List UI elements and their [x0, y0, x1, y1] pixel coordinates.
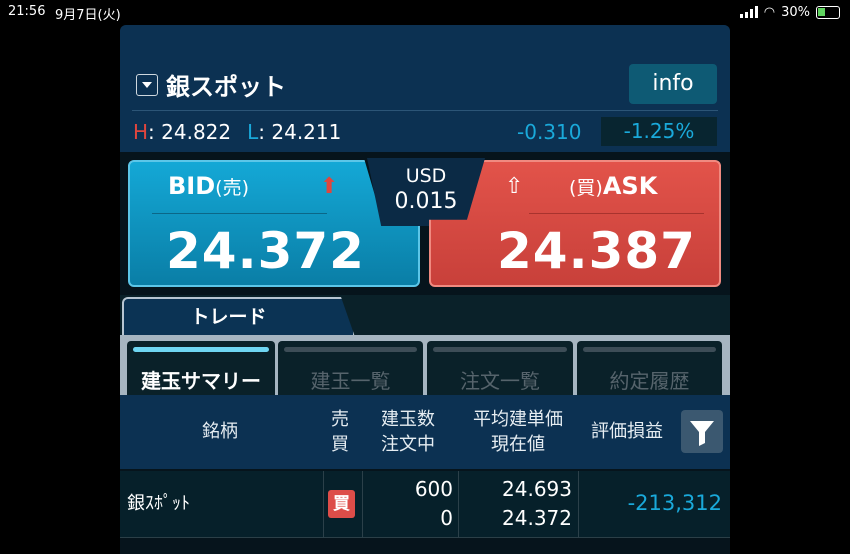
battery-percent: 30% — [781, 4, 810, 20]
tab-position-list[interactable]: 建玉一覧 — [278, 341, 423, 395]
row-symbol: 銀ｽﾎﾟｯﾄ — [127, 493, 190, 514]
row-pending: 0 — [440, 506, 453, 530]
tab-position-summary[interactable]: 建玉サマリー — [127, 341, 275, 395]
high-group: H: 24.822 — [133, 120, 231, 144]
low-group: L: 24.211 — [247, 120, 341, 144]
divider — [132, 110, 718, 111]
tab-order-list[interactable]: 注文一覧 — [427, 341, 573, 395]
low-value: : 24.211 — [258, 120, 342, 144]
signal-icon — [739, 6, 758, 18]
divider — [152, 213, 327, 214]
status-time: 21:56 — [8, 4, 46, 19]
status-date: 9月7日(火) — [55, 8, 121, 23]
table-row[interactable]: 銀ｽﾎﾟｯﾄ 買 600 0 24.693 24.372 -213,312 — [120, 471, 730, 538]
info-button[interactable]: info — [629, 64, 717, 104]
filter-button[interactable] — [681, 410, 723, 453]
trade-panel: 銀スポット info H: 24.822 L: 24.211 -0.310 -1… — [120, 25, 730, 554]
high-label: H — [133, 120, 149, 144]
status-bar: 21:56 9月7日(火) ◠ 30% — [0, 0, 850, 24]
battery-icon — [816, 5, 840, 19]
divider — [529, 213, 704, 214]
spread-value: 0.015 — [394, 189, 458, 214]
low-label: L — [247, 120, 259, 144]
tab-execution-history[interactable]: 約定履歴 — [577, 341, 722, 395]
side-badge: 買 — [328, 490, 355, 518]
table-header: 銘柄 売買 建玉数 注文中 平均建単価 現在値 評価損益 — [120, 395, 730, 469]
header-symbol: 銘柄 — [202, 421, 238, 442]
bid-price: 24.372 — [166, 222, 365, 280]
wifi-icon: ◠ — [763, 4, 776, 20]
spread-currency: USD — [405, 165, 447, 187]
bid-label: BID(売) — [168, 172, 249, 200]
row-quantity: 600 — [414, 477, 453, 501]
filter-icon — [690, 421, 714, 446]
row-avg-price: 24.693 — [502, 477, 572, 501]
header-pl: 評価損益 — [591, 421, 663, 442]
row-pl: -213,312 — [627, 491, 722, 515]
header-side: 売買 — [331, 409, 349, 455]
header-quantity: 建玉数 注文中 — [381, 409, 435, 455]
ask-label: (買)ASK — [569, 172, 658, 200]
change-value: -0.310 — [517, 120, 582, 144]
ask-price: 24.387 — [497, 222, 696, 280]
high-value: : 24.822 — [148, 120, 232, 144]
symbol-dropdown-icon[interactable] — [136, 74, 158, 96]
symbol-header: 銀スポット info H: 24.822 L: 24.211 -0.310 -1… — [120, 25, 730, 152]
up-arrow-icon: ⬆ — [320, 174, 339, 199]
row-current-price: 24.372 — [502, 506, 572, 530]
header-price: 平均建単価 現在値 — [473, 409, 563, 455]
high-low-row: H: 24.822 L: 24.211 — [133, 120, 341, 144]
symbol-title[interactable]: 銀スポット — [166, 73, 286, 101]
change-percent: -1.25% — [601, 117, 717, 146]
ask-button[interactable]: ⇧ (買)ASK 24.387 — [429, 160, 721, 287]
tab-trade[interactable]: トレード — [122, 297, 355, 337]
up-arrow-outline-icon: ⇧ — [505, 174, 524, 199]
status-indicators: ◠ 30% — [739, 4, 840, 20]
spread-display: USD 0.015 — [367, 158, 485, 226]
